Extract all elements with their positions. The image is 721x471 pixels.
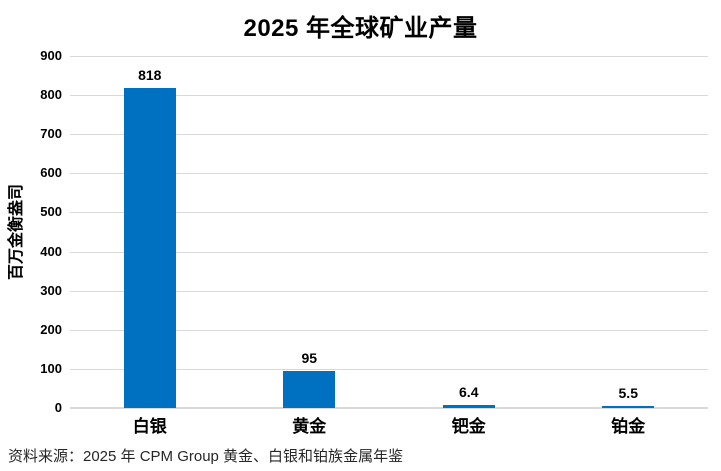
x-category-label: 白银 [132, 417, 167, 436]
bar [602, 405, 655, 408]
bar [123, 88, 176, 408]
y-tick-label: 300 [40, 282, 62, 298]
y-tick-label: 100 [40, 360, 62, 376]
y-tick-label: 900 [40, 48, 62, 63]
y-tick-label: 500 [40, 204, 62, 220]
x-category-label: 黄金 [292, 417, 327, 436]
bar-value-label: 5.5 [618, 384, 638, 401]
chart-title: 2025 年全球矿业产量 [243, 15, 478, 42]
y-tick-label: 200 [40, 321, 62, 337]
x-category-label: 钯金 [451, 417, 486, 436]
y-tick-label: 0 [54, 400, 62, 415]
bar-value-label: 6.4 [459, 384, 479, 401]
y-axis-title: 百万金衡盎司 [0, 56, 28, 408]
y-tick-label: 600 [40, 165, 62, 181]
x-category-label: 铂金 [611, 417, 646, 436]
bar [442, 405, 495, 408]
bar-value-label: 95 [301, 349, 318, 366]
bar [283, 370, 336, 408]
gridline [70, 56, 708, 57]
y-tick-label: 700 [40, 126, 62, 142]
source-note: 资料来源：2025 年 CPM Group 黄金、白银和铂族金属年鉴 [8, 448, 404, 465]
y-tick-label: 400 [40, 243, 62, 259]
y-tick-label: 800 [40, 87, 62, 103]
y-axis-title-text: 百万金衡盎司 [8, 183, 26, 281]
bar-value-label: 818 [138, 67, 162, 84]
